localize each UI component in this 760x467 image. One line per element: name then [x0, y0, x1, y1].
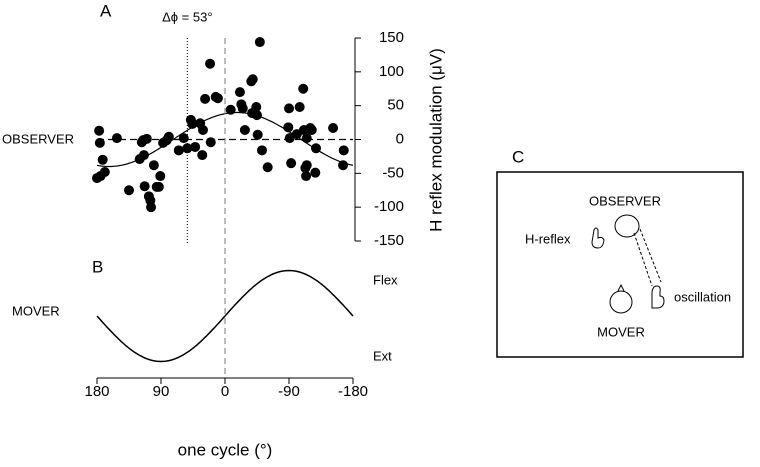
point [338, 145, 349, 156]
point [155, 171, 166, 182]
flex-label: Flex [373, 272, 398, 287]
y-tick-label: 150 [379, 29, 404, 46]
point [252, 110, 262, 121]
point [148, 160, 159, 171]
point [141, 133, 152, 144]
x-tick-label: -90 [278, 383, 300, 400]
point [153, 181, 164, 192]
x-tick-label: 0 [221, 383, 229, 400]
mover-curve [96, 269, 354, 363]
y-tick-label: -150 [374, 232, 404, 249]
observer-head [614, 214, 640, 238]
point [294, 102, 305, 113]
point [262, 162, 273, 173]
point [190, 141, 201, 152]
point [306, 125, 317, 136]
point [94, 125, 105, 136]
y-tick-label: -50 [382, 164, 404, 181]
row-label: MOVER [12, 303, 60, 318]
point [200, 93, 211, 104]
point [94, 137, 105, 148]
point [239, 125, 250, 136]
point [301, 133, 312, 144]
point [310, 167, 321, 178]
x-tick-label: 180 [84, 383, 109, 400]
x-tick-label: -180 [338, 383, 368, 400]
point [338, 160, 349, 171]
point [145, 195, 156, 206]
panel-label: B [92, 257, 103, 276]
point [251, 102, 262, 113]
point [254, 37, 265, 48]
point [301, 171, 312, 182]
gaze-lines [633, 228, 662, 287]
point [237, 103, 248, 114]
panel-frame [496, 171, 744, 358]
point [99, 166, 110, 177]
y-tick-label: -100 [374, 198, 404, 215]
point [97, 154, 108, 165]
ext-label: Ext [373, 348, 392, 363]
y-axis-title: H reflex modulation (μV) [426, 48, 445, 232]
point [178, 133, 189, 144]
oscillation-label: oscillation [674, 289, 731, 304]
point [284, 103, 294, 114]
mover-nose [617, 283, 625, 292]
point [139, 181, 150, 192]
point [124, 185, 134, 196]
point [225, 104, 236, 115]
panel-c: C OBSERVER H-reflex oscillation MOVER [496, 147, 744, 358]
x-tick-label: 90 [153, 383, 170, 400]
point [197, 125, 208, 136]
point [328, 122, 339, 133]
point [163, 131, 174, 142]
h-reflex-label: H-reflex [525, 231, 571, 246]
point [111, 133, 122, 144]
point [205, 137, 216, 148]
point [182, 143, 193, 154]
point [283, 122, 294, 133]
panel-label: A [100, 1, 112, 20]
observer-label: OBSERVER [589, 193, 661, 208]
observer-hand [591, 227, 605, 249]
mover-hand [651, 285, 665, 309]
point [212, 93, 223, 104]
point [247, 74, 258, 85]
panel-label: C [512, 147, 524, 166]
point [234, 87, 245, 98]
point [298, 83, 309, 94]
point [252, 129, 263, 140]
row-label: OBSERVER [2, 131, 74, 146]
mover-label: MOVER [597, 324, 645, 339]
y-tick-label: 100 [379, 63, 404, 80]
point [134, 154, 145, 165]
y-tick-label: 50 [387, 97, 404, 114]
mover-head [609, 290, 633, 314]
point [301, 160, 312, 171]
x-axis-title: one cycle (°) [178, 440, 273, 459]
point [187, 118, 198, 129]
phase-label: Δϕ = 53° [162, 9, 212, 24]
point [256, 145, 267, 156]
point [311, 143, 322, 154]
point [173, 145, 184, 156]
point [205, 58, 216, 69]
point [197, 150, 208, 161]
point [286, 158, 297, 169]
y-tick-label: 0 [396, 130, 404, 147]
